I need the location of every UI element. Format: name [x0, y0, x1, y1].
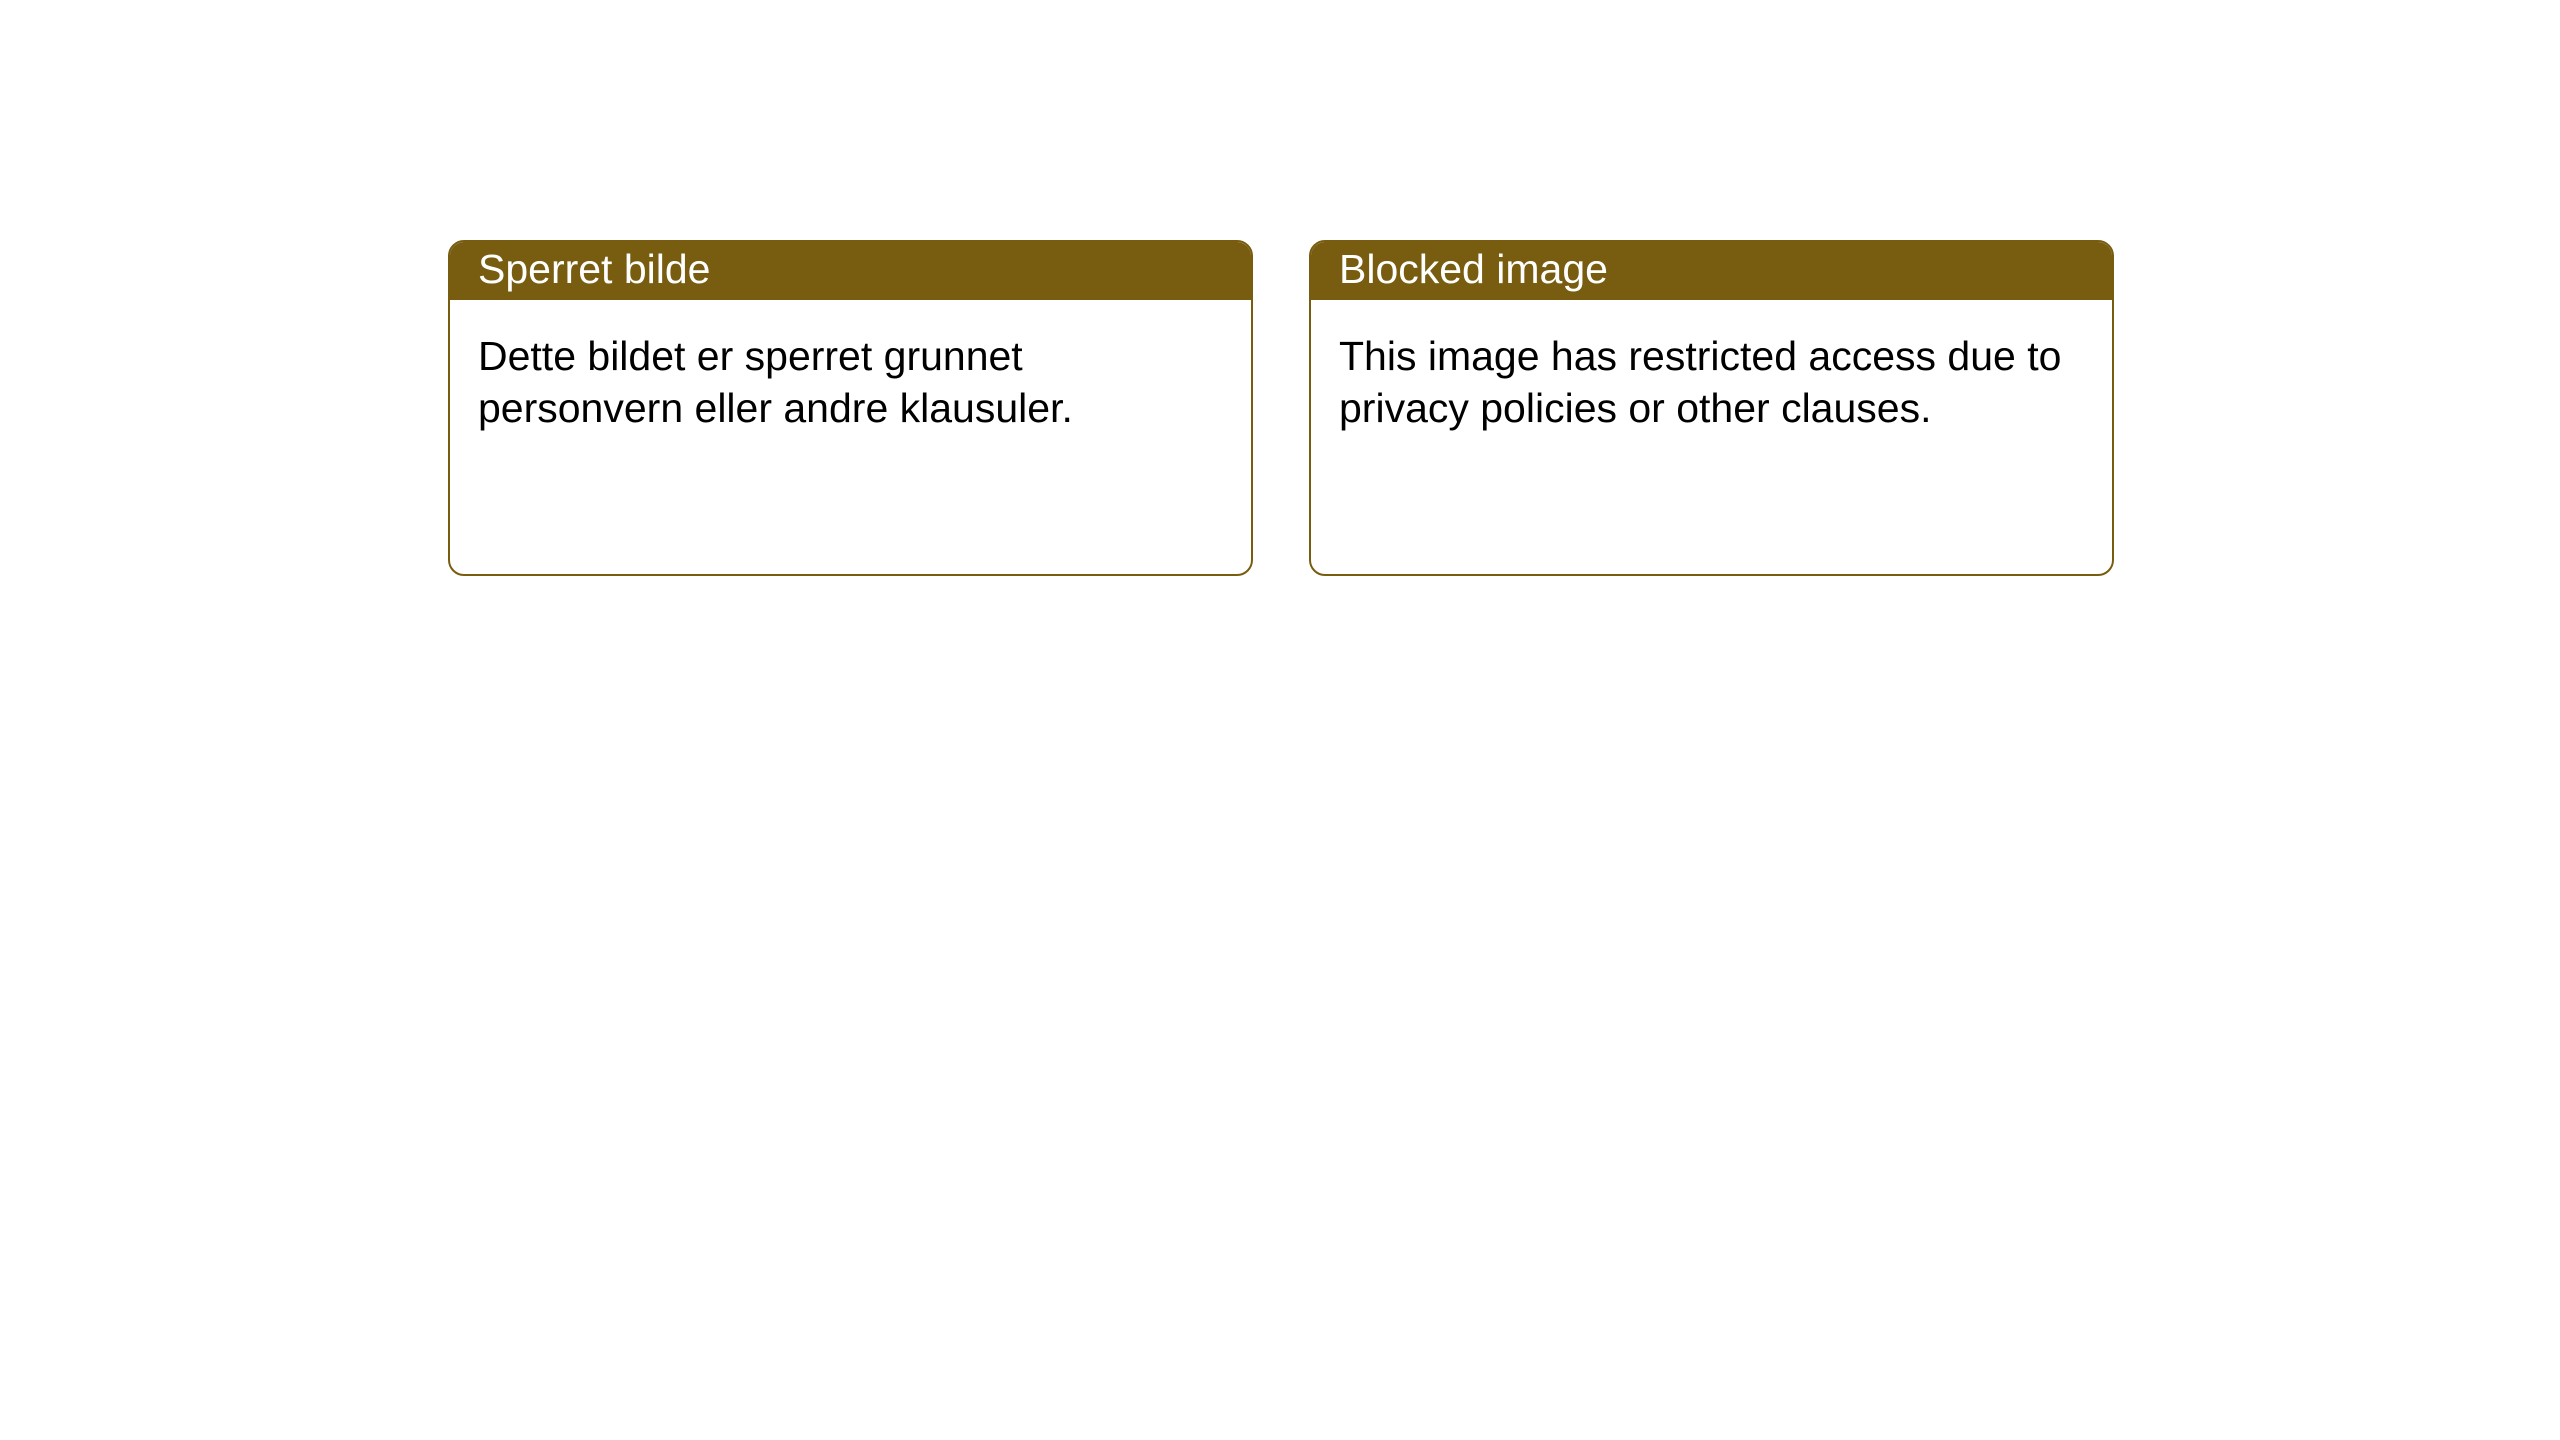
card-header: Blocked image	[1311, 242, 2112, 300]
blocked-image-card-norwegian: Sperret bilde Dette bildet er sperret gr…	[448, 240, 1253, 576]
card-body-text: This image has restricted access due to …	[1339, 333, 2061, 431]
card-title: Blocked image	[1339, 246, 1608, 292]
card-body-text: Dette bildet er sperret grunnet personve…	[478, 333, 1073, 431]
blocked-image-card-english: Blocked image This image has restricted …	[1309, 240, 2114, 576]
card-title: Sperret bilde	[478, 246, 710, 292]
card-body: Dette bildet er sperret grunnet personve…	[450, 300, 1251, 465]
card-header: Sperret bilde	[450, 242, 1251, 300]
cards-container: Sperret bilde Dette bildet er sperret gr…	[0, 0, 2560, 576]
card-body: This image has restricted access due to …	[1311, 300, 2112, 465]
